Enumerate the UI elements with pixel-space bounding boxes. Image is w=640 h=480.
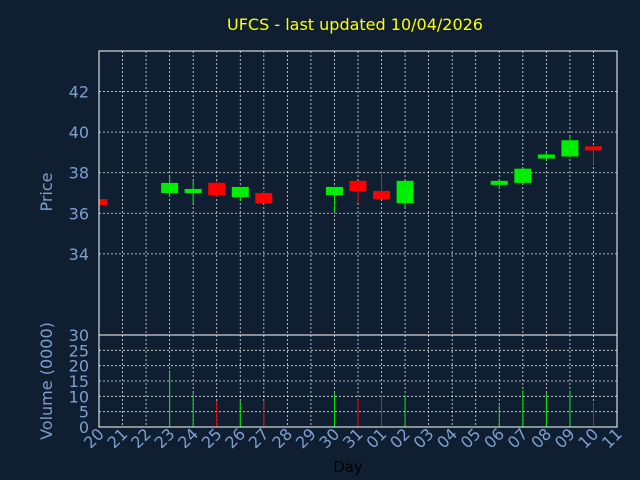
candle-body	[349, 180, 367, 191]
volume-tick-label: 15	[69, 372, 89, 391]
volume-tick-label: 5	[79, 403, 89, 422]
price-axis-label: Price	[37, 172, 56, 211]
candle-body	[99, 199, 108, 206]
price-tick-label: 38	[69, 164, 89, 183]
candle-body	[208, 182, 226, 196]
volume-tick-label: 0	[79, 418, 89, 437]
volume-tick-label: 25	[69, 341, 89, 360]
candle-body	[373, 190, 391, 200]
candle-body	[514, 168, 532, 183]
x-tick-label: 11	[598, 424, 626, 452]
price-tick-label: 30	[69, 326, 89, 345]
candle-body	[184, 188, 202, 193]
volume-tick-label: 10	[69, 387, 89, 406]
candle-body	[537, 154, 555, 159]
price-tick-label: 34	[69, 245, 89, 264]
volume-tick-label: 20	[69, 357, 89, 376]
price-tick-label: 40	[69, 123, 89, 142]
candle-body	[584, 146, 602, 151]
candle-body	[490, 180, 508, 185]
candle-body	[396, 180, 414, 204]
candle-body	[161, 182, 179, 193]
candle-body	[561, 140, 579, 157]
chart-title: UFCS - last updated 10/04/2026	[227, 15, 483, 34]
volume-panel-frame	[98, 334, 618, 428]
candle-body	[325, 186, 343, 196]
x-axis-label: Day	[333, 458, 363, 476]
price-tick-label: 36	[69, 204, 89, 223]
candle-body	[231, 186, 249, 198]
price-tick-label: 42	[69, 83, 89, 102]
volume-axis-label: Volume (0000)	[37, 322, 56, 440]
candle-body	[255, 193, 273, 204]
